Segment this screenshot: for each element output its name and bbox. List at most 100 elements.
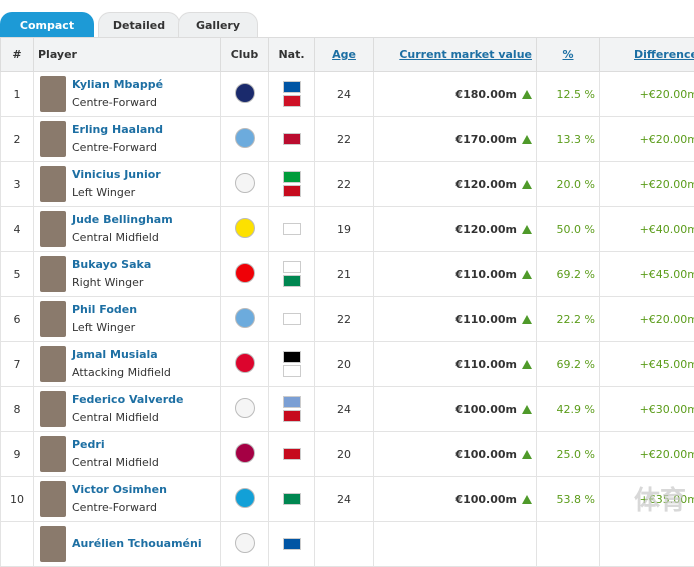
club-cell	[221, 72, 269, 117]
player-name[interactable]: Kylian Mbappé	[72, 76, 163, 94]
flag	[283, 448, 301, 460]
nat-cell	[269, 477, 315, 522]
column-header: Club	[221, 38, 269, 72]
rank: 9	[1, 432, 34, 477]
trend-up	[522, 180, 532, 189]
flag	[283, 81, 301, 93]
player-name[interactable]: Aurélien Tchouaméni	[72, 535, 202, 553]
club-crest[interactable]	[235, 218, 255, 238]
player-name[interactable]: Pedri	[72, 436, 159, 454]
nat-cell	[269, 432, 315, 477]
nat-cell	[269, 117, 315, 162]
value-text: €110.00m	[455, 268, 517, 281]
trend-up	[522, 90, 532, 99]
flag	[283, 275, 301, 287]
value-text: €180.00m	[455, 88, 517, 101]
club-cell	[221, 522, 269, 567]
club-crest[interactable]	[235, 533, 255, 553]
rank: 8	[1, 387, 34, 432]
rank: 10	[1, 477, 34, 522]
rank: 1	[1, 72, 34, 117]
nat-cell	[269, 162, 315, 207]
column-header[interactable]: Current market value	[374, 38, 537, 72]
column-header[interactable]: %	[537, 38, 600, 72]
market-value: €170.00m	[374, 117, 537, 162]
percent: 25.0 %	[537, 432, 600, 477]
age: 19	[315, 207, 374, 252]
club-cell	[221, 297, 269, 342]
club-crest[interactable]	[235, 263, 255, 283]
difference: +€20.00m	[600, 297, 694, 342]
age: 22	[315, 117, 374, 162]
trend-up	[522, 315, 532, 324]
position: Central Midfield	[72, 229, 173, 247]
player-name[interactable]: Jamal Musiala	[72, 346, 171, 364]
club-crest[interactable]	[235, 83, 255, 103]
club-crest[interactable]	[235, 173, 255, 193]
market-value: €110.00m	[374, 342, 537, 387]
percent: 13.3 %	[537, 117, 600, 162]
club-crest[interactable]	[235, 353, 255, 373]
player-name[interactable]: Federico Valverde	[72, 391, 183, 409]
column-header[interactable]: Age	[315, 38, 374, 72]
club-crest[interactable]	[235, 488, 255, 508]
age: 24	[315, 387, 374, 432]
player-name[interactable]: Bukayo Saka	[72, 256, 151, 274]
flag	[283, 171, 301, 183]
player-name[interactable]: Erling Haaland	[72, 121, 163, 139]
player-photo	[40, 526, 66, 562]
position: Central Midfield	[72, 454, 159, 472]
percent	[537, 522, 600, 567]
club-cell	[221, 207, 269, 252]
club-cell	[221, 342, 269, 387]
club-cell	[221, 477, 269, 522]
trend-up	[522, 270, 532, 279]
club-crest[interactable]	[235, 443, 255, 463]
market-value	[374, 522, 537, 567]
market-value: €100.00m	[374, 432, 537, 477]
nat-cell	[269, 207, 315, 252]
club-crest[interactable]	[235, 308, 255, 328]
age: 21	[315, 252, 374, 297]
column-header[interactable]: Difference	[600, 38, 694, 72]
player-name[interactable]: Vinicius Junior	[72, 166, 161, 184]
value-text: €120.00m	[455, 223, 517, 236]
market-value: €100.00m	[374, 387, 537, 432]
rank	[1, 522, 34, 567]
club-crest[interactable]	[235, 398, 255, 418]
age: 22	[315, 297, 374, 342]
difference: +€40.00m	[600, 207, 694, 252]
player-photo	[40, 391, 66, 427]
percent: 53.8 %	[537, 477, 600, 522]
column-header: Nat.	[269, 38, 315, 72]
player-name[interactable]: Jude Bellingham	[72, 211, 173, 229]
market-value: €120.00m	[374, 162, 537, 207]
tab[interactable]: Gallery	[178, 12, 258, 38]
flag	[283, 396, 301, 408]
player-name[interactable]: Victor Osimhen	[72, 481, 167, 499]
difference: +€45.00m	[600, 342, 694, 387]
flag	[283, 538, 301, 550]
value-text: €100.00m	[455, 448, 517, 461]
tab[interactable]: Compact	[0, 12, 94, 38]
trend-up	[522, 225, 532, 234]
nat-cell	[269, 387, 315, 432]
player-name[interactable]: Phil Foden	[72, 301, 137, 319]
watermark: 体育	[634, 480, 686, 517]
club-crest[interactable]	[235, 128, 255, 148]
tab[interactable]: Detailed	[98, 12, 180, 38]
